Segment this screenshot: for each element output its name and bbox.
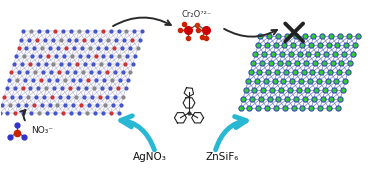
Polygon shape — [240, 36, 358, 108]
Polygon shape — [0, 32, 143, 113]
Text: ZnSiF₆: ZnSiF₆ — [205, 152, 239, 162]
Text: Cr₂O⁷²⁻: Cr₂O⁷²⁻ — [182, 10, 212, 19]
Text: NO₃⁻: NO₃⁻ — [31, 126, 53, 135]
Text: AgNO₃: AgNO₃ — [133, 152, 167, 162]
